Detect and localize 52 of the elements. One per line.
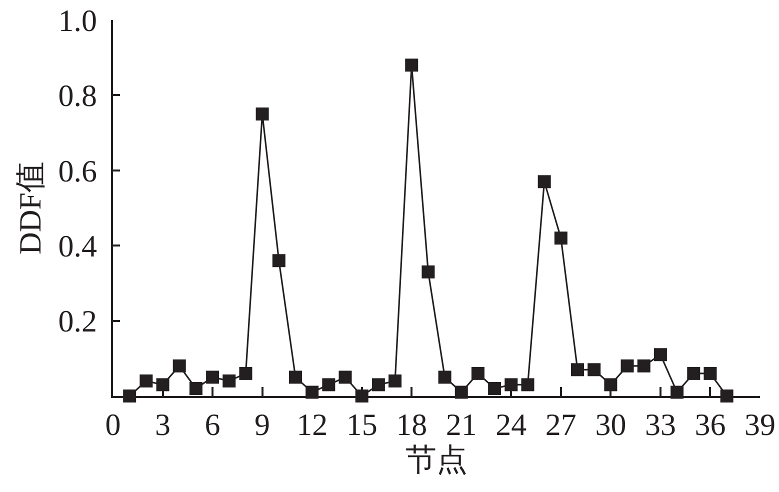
y-tick-label: 0.2 xyxy=(58,304,97,339)
point xyxy=(239,366,252,380)
point xyxy=(388,374,402,388)
x-tick-label: 30 xyxy=(595,407,626,442)
point xyxy=(488,382,502,395)
point xyxy=(604,378,618,392)
point xyxy=(471,366,484,380)
point xyxy=(338,370,352,384)
point xyxy=(140,374,153,388)
point xyxy=(272,254,286,268)
x-tick-label: 9 xyxy=(254,407,270,442)
point xyxy=(422,265,435,278)
x-tick-label: 39 xyxy=(744,407,776,442)
point xyxy=(256,108,269,120)
point xyxy=(172,359,186,372)
x-tick-label: 24 xyxy=(496,407,528,442)
x-axis-title: 节点 xyxy=(406,442,468,477)
x-tick-label: 0 xyxy=(105,407,121,442)
point xyxy=(322,378,336,392)
point xyxy=(687,366,700,380)
point xyxy=(521,378,534,392)
point xyxy=(538,175,551,188)
y-tick-label: 0.6 xyxy=(58,153,97,188)
x-tick-label: 3 xyxy=(155,407,171,442)
point xyxy=(620,359,634,372)
point xyxy=(588,363,601,376)
point xyxy=(156,378,170,392)
x-tick-label: 21 xyxy=(446,407,477,442)
point xyxy=(637,359,650,372)
point xyxy=(189,382,202,395)
y-axis-title: DDF值 xyxy=(12,161,48,255)
point xyxy=(405,58,418,72)
x-tick-label: 6 xyxy=(204,407,220,442)
point xyxy=(654,348,667,362)
y-tick-label: 0.8 xyxy=(58,78,97,114)
y-tick-label: 0.4 xyxy=(58,228,98,264)
point xyxy=(206,370,220,384)
point xyxy=(704,366,717,380)
x-tick-label: 15 xyxy=(346,407,378,442)
y-tick-label: 1.0 xyxy=(58,2,97,38)
x-tick-label: 33 xyxy=(644,407,676,442)
x-tick-label: 27 xyxy=(545,407,576,442)
x-tick-label: 12 xyxy=(296,407,328,442)
point xyxy=(222,374,236,388)
point xyxy=(554,232,568,245)
point xyxy=(504,378,518,392)
x-tick-label: 36 xyxy=(694,407,726,442)
point xyxy=(438,370,452,384)
x-tick-label: 18 xyxy=(396,407,428,442)
point xyxy=(288,370,302,384)
point xyxy=(571,363,584,376)
point xyxy=(372,378,385,392)
